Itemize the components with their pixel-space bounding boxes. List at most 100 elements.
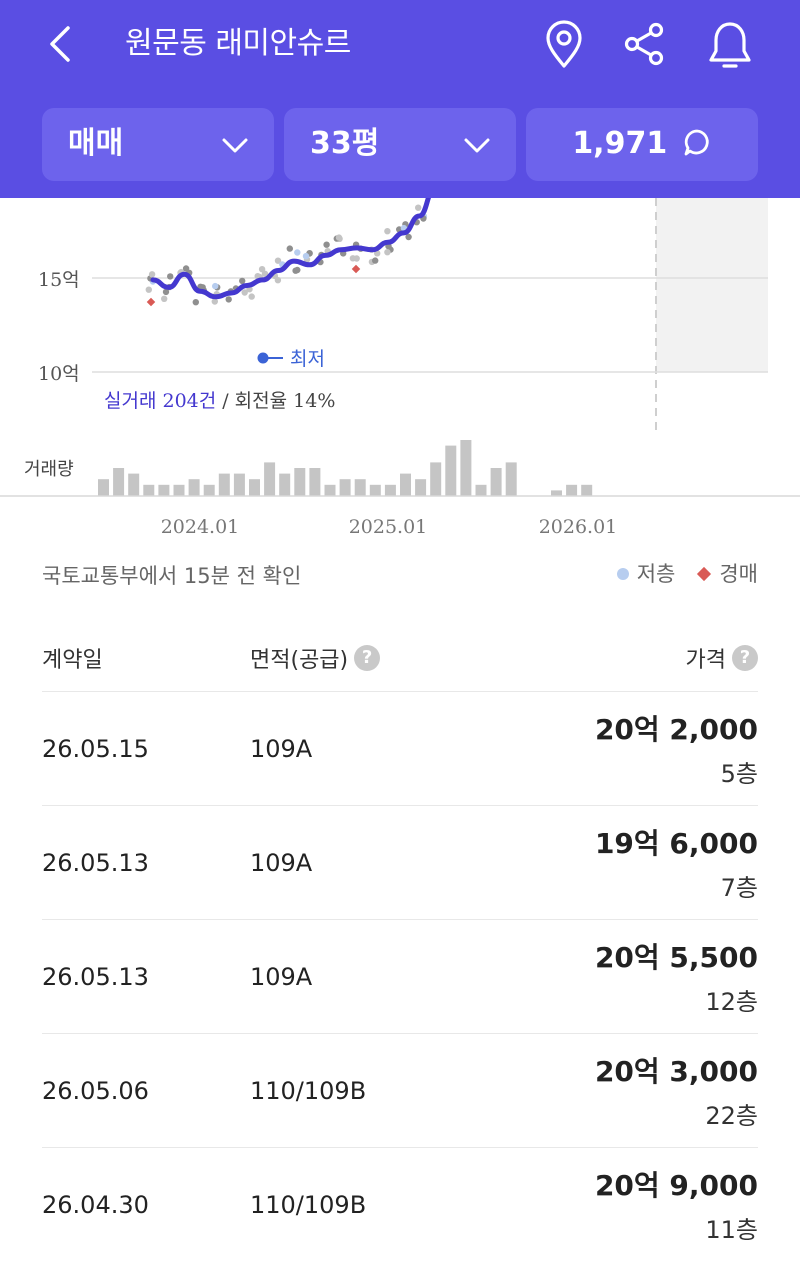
row-price: 20억 9,000 [594,1169,758,1202]
table-row[interactable]: 26.05.06 110/109B 20억 3,000 22층 [42,1034,758,1148]
transaction-point [323,241,330,248]
legend-auction: 경매 [719,562,758,586]
transaction-point [294,266,301,274]
header-price: 가격 ? [686,642,758,674]
x-tick-label: 2025.01 [349,516,428,538]
comments-button[interactable]: 1,971 [526,108,758,181]
row-area: 110/109B [250,1077,367,1105]
transaction-point [384,249,391,256]
row-date: 26.05.13 [42,963,149,991]
help-icon[interactable]: ? [732,645,758,671]
summary-text: 실거래 204건 / 회전율 14% [104,390,335,412]
y-tick-label: 10억 [38,363,80,385]
size-label: 33평 [310,126,380,161]
transaction-point [353,255,360,262]
row-floor: 12층 [705,988,758,1016]
row-floor: 11층 [705,1216,758,1244]
y-tick-label: 15억 [38,269,80,291]
volume-bar [415,479,427,496]
page-title: 원문동 래미안슈르 [125,26,351,61]
price-chart[interactable]: 15억 10억 최저 실거래 204건 / 회전율 14% 거래량 2024.01… [0,185,800,548]
app-header: 원문동 래미안슈르 매매 33평 1, [0,0,800,198]
map-pin-button[interactable] [540,18,588,70]
transaction-point [384,228,391,235]
source-note: 국토교통부에서 15분 전 확인 [42,564,302,588]
transaction-points [145,204,428,307]
trade-type-label: 매매 [68,126,124,161]
map-pin-icon [546,20,582,68]
transaction-point [274,257,282,264]
legend-low-floor: 저층 [636,562,676,586]
help-icon[interactable]: ? [354,645,381,671]
trend-line [150,185,438,300]
table-row[interactable]: 26.05.13 109A 19억 6,000 7층 [42,806,758,920]
volume-bar [279,473,291,496]
transaction-point [248,293,255,300]
volume-bar [143,484,155,496]
volume-bar [445,445,457,496]
share-icon [624,22,664,66]
volume-bar [249,479,260,496]
transaction-point [258,266,266,273]
volume-bar [490,468,502,496]
low-floor-dot-icon [616,568,629,580]
header-area-label: 면적(공급) [250,648,349,673]
row-floor: 22층 [705,1102,758,1130]
chat-bubble-icon [684,129,709,155]
volume-bar [339,479,351,496]
transaction-point [145,286,152,293]
volume-bar [354,479,366,496]
volume-bar [173,484,185,496]
volume-bar [581,484,593,496]
volume-bar [218,473,230,496]
transaction-point [148,271,156,278]
min-label: 최저 [290,348,325,370]
volume-bar [369,484,381,496]
auction-point [146,297,156,307]
x-tick-label: 2024.01 [161,516,240,538]
volume-label: 거래량 [24,459,74,480]
auction-diamond-icon [697,566,712,582]
bell-icon [709,22,751,68]
table-row[interactable]: 26.05.13 109A 20억 5,500 12층 [42,920,758,1034]
transaction-point [261,270,269,277]
volume-bar [98,479,109,496]
row-date: 26.05.15 [42,735,149,763]
table-row[interactable]: 26.04.30 110/109B 20억 9,000 11층 [42,1148,758,1261]
row-price: 19억 6,000 [594,827,758,860]
header-date: 계약일 [42,648,103,673]
transaction-point [372,257,379,264]
transaction-point [225,296,232,303]
x-tick-label: 2026.01 [539,516,618,538]
size-dropdown[interactable]: 33평 [284,108,516,181]
summary-turnover: / 회전율 14% [222,390,335,412]
back-button[interactable] [40,22,84,66]
transaction-point [286,245,293,252]
volume-bar [158,484,170,496]
header-area: 면적(공급) ? [250,642,381,674]
volume-bar [566,484,578,496]
header-price-label: 가격 [685,648,726,673]
trade-type-dropdown[interactable]: 매매 [42,108,274,181]
transaction-point [241,289,248,296]
transaction-point [162,288,170,296]
row-floor: 5층 [720,760,758,788]
row-price: 20억 2,000 [594,713,758,746]
row-date: 26.05.06 [42,1077,149,1105]
transaction-point [302,252,310,260]
chevron-left-icon [50,26,70,62]
notification-button[interactable] [706,18,754,70]
table-row[interactable]: 26.05.15 109A 20억 2,000 5층 [42,692,758,806]
share-button[interactable] [620,18,668,70]
volume-bar [551,490,562,496]
volume-bars [98,440,593,496]
row-date: 26.05.13 [42,849,149,877]
transaction-point [294,249,301,256]
row-price: 20억 5,500 [594,941,758,974]
transaction-point [335,234,343,241]
row-area: 109A [250,963,313,991]
volume-bar [203,484,215,496]
transaction-point [192,299,199,306]
row-date: 26.04.30 [42,1191,149,1219]
summary-count: 실거래 204건 [104,390,216,412]
